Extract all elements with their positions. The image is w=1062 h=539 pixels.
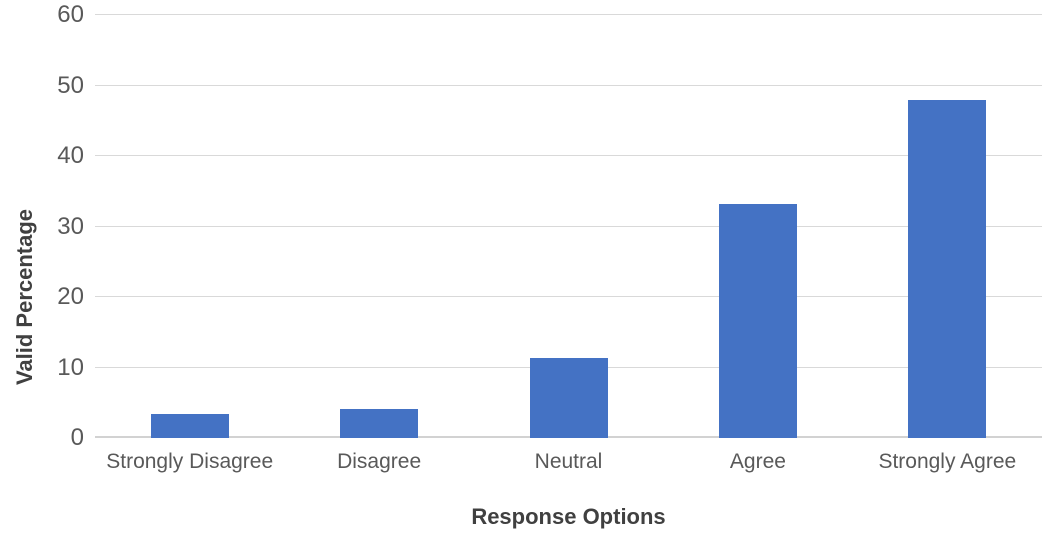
y-axis-tick-label: 10 (57, 353, 84, 381)
category-label: Strongly Agree (878, 450, 1017, 473)
y-axis-tick-label: 20 (57, 283, 84, 311)
y-axis-tick-labels: 0 10 20 30 40 50 60 (0, 3, 84, 450)
bar-agree (718, 203, 797, 438)
gridline (95, 155, 1042, 157)
y-axis-tick-label: 50 (57, 71, 84, 99)
plot-area (95, 14, 1042, 438)
y-axis-tick-label: 40 (57, 142, 84, 170)
bar-slot (853, 15, 1042, 438)
y-axis-tick-label: 0 (70, 424, 84, 451)
bar-slot (663, 15, 852, 438)
category-label: Strongly Disagree (106, 450, 274, 473)
x-axis-title: Response Options (471, 504, 666, 529)
bar-neutral (529, 357, 608, 438)
x-axis-category-labels: Strongly Disagree Disagree Neutral Agree Str… (95, 450, 1042, 474)
bar-strongly-agree (908, 100, 987, 438)
gridline (95, 14, 1042, 15)
bar-slot (95, 15, 284, 438)
bars-layer (95, 15, 1042, 438)
bar-slot (284, 15, 473, 438)
category-label: Neutral (534, 450, 603, 473)
gridline (95, 84, 1042, 86)
gridline (95, 296, 1042, 298)
category-label: Agree (729, 450, 786, 473)
y-axis-tick-label: 30 (57, 212, 84, 240)
y-axis-tick-label: 60 (57, 1, 84, 28)
category-label: Disagree (337, 450, 422, 473)
gridline (95, 225, 1042, 227)
bar-slot (474, 15, 663, 438)
bar-disagree (340, 409, 419, 438)
bar-strongly-disagree (150, 414, 229, 438)
